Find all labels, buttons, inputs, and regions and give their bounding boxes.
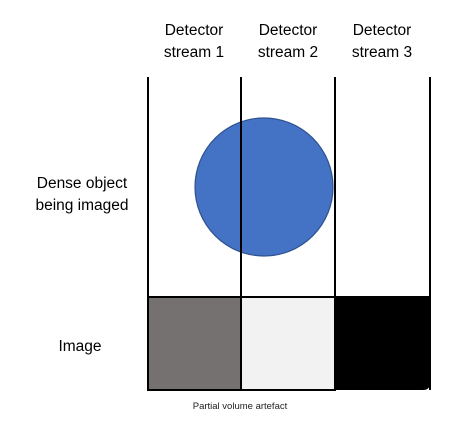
detector-stream-3-line2: stream 3 (351, 44, 413, 61)
dense-object-label-line1: Dense object (36, 175, 128, 192)
detector-stream-2-line1: Detector (258, 22, 318, 39)
image-pixel-2 (241, 297, 335, 390)
dense-object-label-line2: being imaged (35, 197, 129, 214)
detector-stream-3-header: Detector stream 3 (335, 20, 429, 64)
dense-object-circle (194, 117, 334, 257)
partial-volume-caption: Partial volume artefact (192, 401, 288, 412)
dense-object-label: Dense object being imaged (22, 173, 142, 217)
detector-stream-1-header: Detector stream 1 (147, 20, 241, 64)
image-pixel-3 (335, 297, 430, 390)
image-label-text: Image (58, 338, 102, 355)
detector-stream-2-header: Detector stream 2 (241, 20, 335, 64)
detector-stream-1-line2: stream 1 (163, 44, 225, 61)
detector-stream-2-line2: stream 2 (257, 44, 319, 61)
image-pixel-1 (148, 297, 241, 390)
image-label: Image (45, 336, 115, 358)
detector-stream-1-line1: Detector (164, 22, 224, 39)
detector-stream-3-line1: Detector (352, 22, 412, 39)
